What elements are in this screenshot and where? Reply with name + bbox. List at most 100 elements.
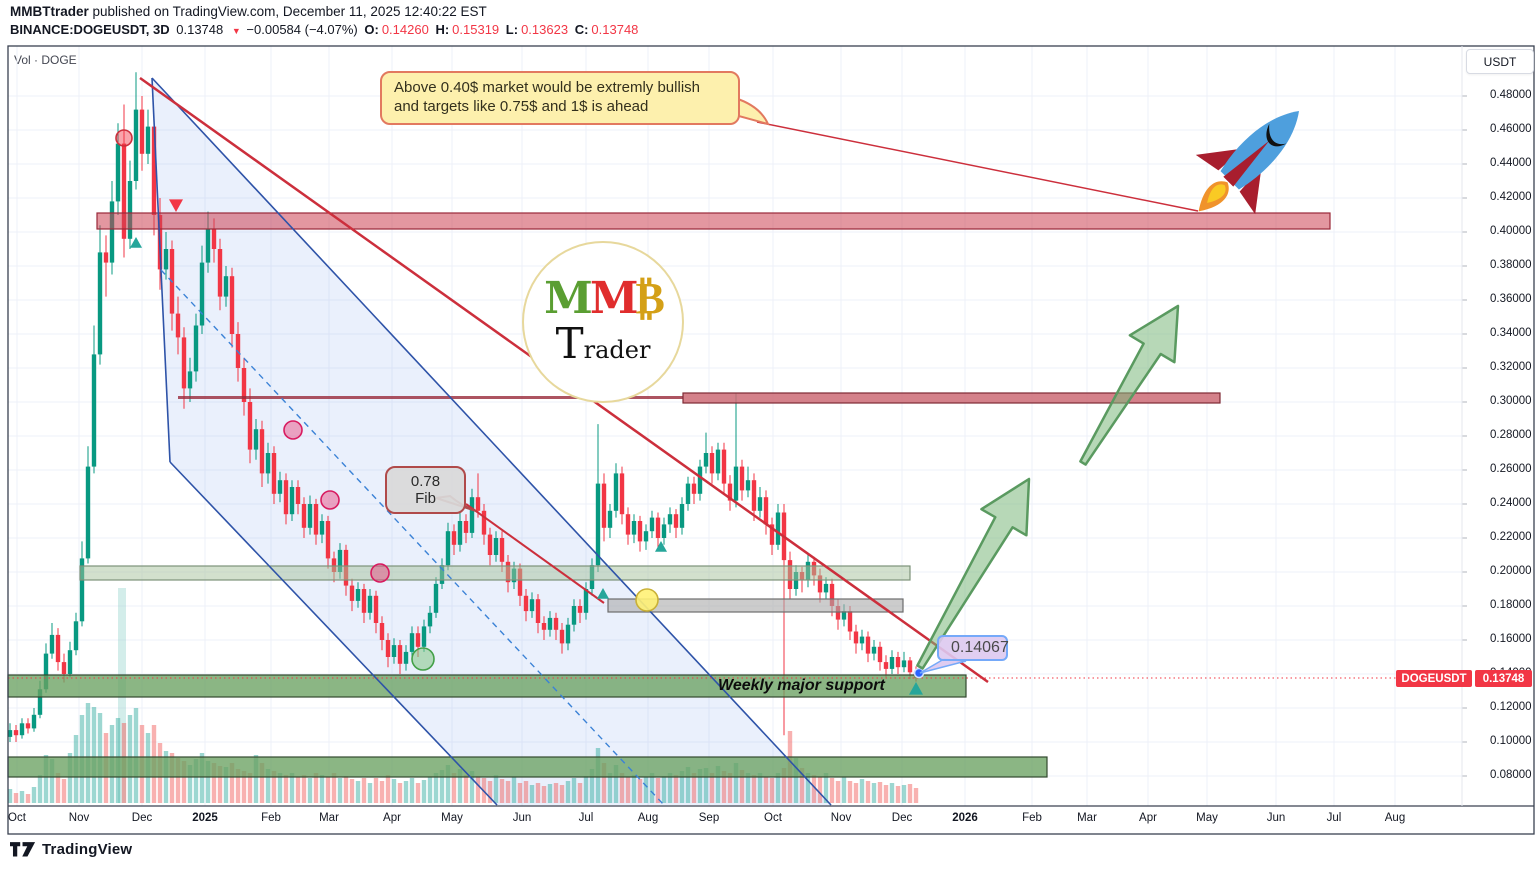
volume-bar: [631, 775, 637, 803]
candle-body: [373, 595, 379, 623]
volume-bar: [625, 777, 631, 803]
volume-bar: [391, 779, 397, 803]
volume-bar: [427, 777, 433, 803]
price-tick-label: 0.16000: [1490, 633, 1532, 645]
price-tick-label: 0.12000: [1490, 701, 1532, 713]
candle-body: [49, 634, 55, 654]
volume-bar: [361, 778, 367, 803]
candle-body: [313, 504, 319, 535]
tradingview-attribution[interactable]: TradingView: [10, 841, 132, 858]
price-flag[interactable]: 0.14067: [937, 635, 1009, 661]
last-price: 0.13748: [176, 22, 224, 37]
time-tick-label: May: [1196, 812, 1218, 824]
candle-body: [427, 612, 433, 627]
volume-bar: [295, 777, 301, 803]
publish-info: published on TradingView.com, December 1…: [88, 4, 487, 19]
price-tick-label: 0.48000: [1490, 89, 1532, 101]
candle-body: [547, 617, 553, 630]
volume-bar: [7, 789, 13, 803]
candle-body: [475, 497, 481, 511]
time-tick-label: Jul: [1326, 812, 1342, 824]
candle-body: [409, 633, 415, 652]
candle-body: [637, 521, 643, 542]
circle-marker: [283, 420, 303, 440]
candle-body: [181, 337, 187, 389]
volume-bar: [841, 777, 847, 803]
candle-body: [205, 228, 211, 263]
time-tick-label: Jun: [512, 812, 532, 824]
candle-body: [847, 611, 853, 632]
candle-body: [175, 313, 181, 338]
volume-bar: [901, 785, 907, 803]
symbol-bar: BINANCE:DOGEUSDT, 3D 0.13748 ▼ −0.00584 …: [10, 22, 641, 37]
volume-bar: [763, 777, 769, 803]
candle-body: [535, 599, 541, 623]
volume-bar: [907, 784, 913, 803]
bullish-arrow: [1079, 304, 1180, 466]
candle-body: [493, 538, 499, 555]
time-tick-label: Feb: [261, 812, 281, 824]
time-tick-label: 2025: [192, 812, 218, 824]
support-zone-label[interactable]: Weekly major support: [718, 677, 885, 694]
open-value: 0.14260: [381, 22, 429, 37]
candle-body: [307, 504, 313, 528]
fib-label[interactable]: 0.78 Fib: [385, 466, 466, 514]
candle-body: [691, 483, 697, 494]
price-tick-label: 0.38000: [1490, 259, 1532, 271]
volume-bar: [91, 707, 97, 803]
time-tick-label: Jun: [1266, 812, 1286, 824]
candle-body: [649, 517, 655, 532]
candle-body: [73, 621, 79, 651]
candle-body: [889, 657, 895, 669]
volume-bar: [661, 776, 667, 803]
volume-bar: [559, 785, 565, 803]
volume-bar: [853, 783, 859, 803]
volume-bar: [409, 778, 415, 803]
zone-resistance-0.30: [682, 392, 1221, 404]
price-tick-label: 0.40000: [1490, 225, 1532, 237]
price-tick-label: 0.46000: [1490, 123, 1532, 135]
candle-body: [133, 109, 139, 181]
volume-bar: [643, 777, 649, 803]
low-label: L:: [505, 22, 519, 37]
volume-bar: [463, 775, 469, 803]
watermark-mmb: MM₿: [544, 273, 665, 324]
volume-bar: [829, 778, 835, 803]
volume-bar: [871, 783, 877, 803]
candle-body: [865, 636, 871, 654]
price-tick-label: 0.28000: [1490, 429, 1532, 441]
candle-body: [583, 589, 589, 613]
candle-body: [145, 126, 151, 154]
candle-body: [55, 634, 61, 663]
price-tick-label: 0.10000: [1490, 735, 1532, 747]
high-label: H:: [435, 22, 450, 37]
candle-body: [163, 249, 169, 270]
annotation-callout[interactable]: Above 0.40$ market would be extremly bul…: [380, 71, 740, 125]
candle-body: [7, 730, 13, 737]
low-value: 0.13623: [521, 22, 569, 37]
volume-bar: [25, 794, 31, 803]
price-tick-label: 0.26000: [1490, 463, 1532, 475]
volume-bar: [571, 778, 577, 803]
zone-level-0.20: [79, 565, 911, 581]
symbol-interval: BINANCE:DOGEUSDT, 3D: [10, 22, 170, 37]
candle-body: [319, 521, 325, 535]
volume-bar: [889, 783, 895, 803]
currency-axis-button[interactable]: USDT: [1466, 49, 1534, 74]
volume-bar: [319, 775, 325, 803]
volume-bar: [379, 781, 385, 803]
volume-bar: [535, 783, 541, 803]
zone-support-0.08: [7, 756, 1048, 778]
candle-body: [457, 521, 463, 545]
price-down-icon: ▼: [231, 26, 241, 36]
time-tick-label: Aug: [1384, 812, 1406, 824]
volume-bar: [577, 783, 583, 803]
candle-body: [31, 714, 37, 729]
candle-body: [601, 483, 607, 528]
volume-bar: [355, 781, 361, 803]
candle-body: [199, 262, 205, 326]
candle-body: [763, 497, 769, 525]
candle-body: [877, 646, 883, 663]
